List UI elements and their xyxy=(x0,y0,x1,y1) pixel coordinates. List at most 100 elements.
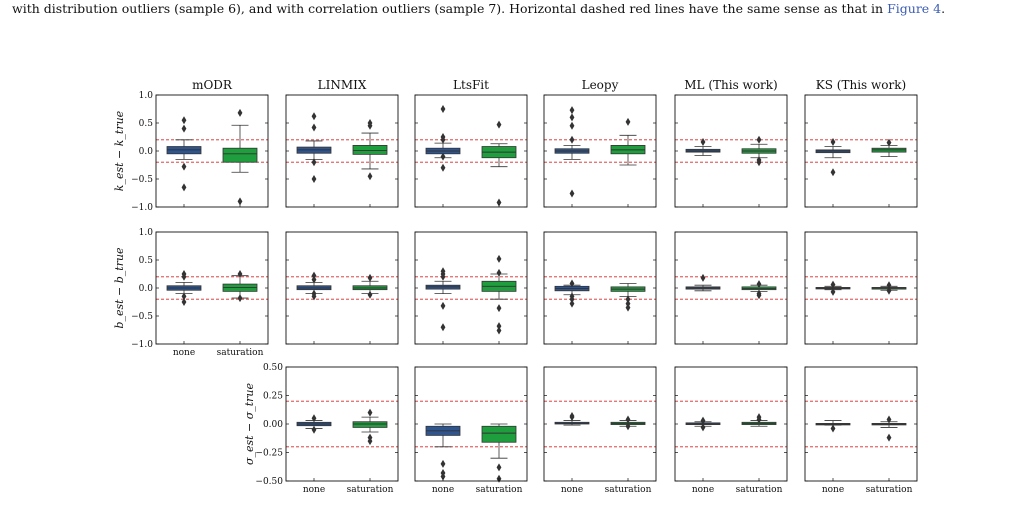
panel-r3-ltsfit-box-none-outlier xyxy=(440,472,446,481)
row3-ytick-label: 0.50 xyxy=(263,363,283,373)
panel-r1-linmix-box-saturation xyxy=(352,144,388,155)
panel-r3-leopy-box-saturation-outlier xyxy=(625,415,631,424)
panel-r1-ml-this-work-box-saturation-outlier xyxy=(756,158,762,167)
panel-r2-modr-xtick-label-saturation: saturation xyxy=(217,348,264,358)
row1-ytick-label: −0.5 xyxy=(131,175,153,185)
panel-r1-leopy-box-none-outlier xyxy=(569,113,575,122)
row3-ytick-label: −0.50 xyxy=(255,477,283,487)
panel-r2-linmix-box-saturation-outlier xyxy=(367,290,373,299)
panel-r1-ks-this-work-box-saturation-outlier xyxy=(886,138,892,147)
row2-ytick-label: 0.5 xyxy=(139,256,154,266)
panel-r1-ml-this-work-box-none-outlier xyxy=(700,138,706,147)
panel-r2-ltsfit-frame xyxy=(414,231,528,345)
caption-end: . xyxy=(941,1,946,16)
method-title-modr: mODR xyxy=(192,78,233,92)
panel-r3-leopy-frame xyxy=(543,366,657,482)
method-title-ml-this-work: ML (This work) xyxy=(684,78,777,92)
panel-r1-leopy-frame xyxy=(543,94,657,208)
panel-r1-modr-box-none-outlier xyxy=(181,116,187,125)
panel-r1-modr-box-none-outlier xyxy=(181,124,187,133)
panel-r3-ml-this-work-xtick-label-saturation: saturation xyxy=(736,485,783,495)
panel-r2-ltsfit-box-none-outlier xyxy=(440,301,446,310)
method-title-ks-this-work: KS (This work) xyxy=(816,78,906,92)
panel-r1-ml-this-work-box-saturation-outlier xyxy=(756,135,762,144)
panel-r1-leopy-box-none-outlier xyxy=(569,121,575,130)
row2-ylabel: b_est − b_true xyxy=(113,247,126,329)
panel-r1-modr-box-none-outlier xyxy=(181,183,187,192)
panel-r1-linmix-frame xyxy=(285,94,399,208)
panel-r2-modr-box-none-outlier xyxy=(181,272,187,281)
panel-r2-ltsfit-box-saturation-outlier xyxy=(496,304,502,313)
method-title-ltsfit: LtsFit xyxy=(453,78,489,92)
method-title-leopy: Leopy xyxy=(582,78,619,92)
row3-ytick-label: 0.25 xyxy=(263,392,283,402)
panel-r3-ks-this-work-xtick-label-none: none xyxy=(822,485,844,495)
panel-r3-linmix-xtick-label-saturation: saturation xyxy=(347,485,394,495)
panel-r1-ks-this-work-box-none-outlier xyxy=(830,168,836,177)
panel-r3-leopy-xtick-label-none: none xyxy=(561,485,583,495)
panel-r3-ml-this-work-xtick-label-none: none xyxy=(692,485,714,495)
panel-r3-ks-this-work-frame xyxy=(804,366,918,482)
panel-r1-modr-box-none-outlier xyxy=(181,162,187,171)
figure-reference-link[interactable]: Figure 4 xyxy=(887,1,942,16)
panel-r2-modr-box-saturation-outlier xyxy=(237,294,243,303)
panel-r2-ltsfit-box-none-outlier xyxy=(440,272,446,281)
panel-r3-ltsfit-xtick-label-none: none xyxy=(432,485,454,495)
panel-r1-modr-box-saturation xyxy=(222,147,258,163)
panel-r2-ks-this-work-box-saturation-outlier xyxy=(886,281,892,290)
panel-r3-ltsfit-box-none-outlier xyxy=(440,459,446,468)
row1-ytick-label: 0.5 xyxy=(139,119,154,129)
panel-r3-ltsfit-box-saturation-outlier xyxy=(496,463,502,472)
panel-r2-ltsfit-box-saturation-outlier xyxy=(496,326,502,335)
panel-r2-leopy-box-none-outlier xyxy=(569,295,575,304)
panel-r2-ks-this-work-box-none-outlier xyxy=(830,287,836,296)
panel-r2-ml-this-work-box-saturation-outlier xyxy=(756,291,762,300)
panel-r1-linmix-box-none-outlier xyxy=(311,158,317,167)
panel-r3-ml-this-work-box-none-outlier xyxy=(700,416,706,425)
panel-r2-modr-frame xyxy=(155,231,269,345)
panel-r2-linmix-box-none-outlier xyxy=(311,275,317,284)
panel-r1-leopy-box-saturation-outlier xyxy=(625,117,631,126)
panel-r1-ltsfit-box-none-outlier xyxy=(440,163,446,172)
panel-r2-leopy-box-saturation-outlier xyxy=(625,303,631,312)
panel-r2-linmix-box-saturation-outlier xyxy=(367,273,373,282)
row2-ytick-label: 0.0 xyxy=(139,284,154,294)
panel-r3-linmix-xtick-label-none: none xyxy=(303,485,325,495)
panel-r2-ml-this-work-frame xyxy=(674,231,788,345)
panel-r2-modr-box-saturation-outlier xyxy=(237,270,243,278)
panel-r1-ltsfit-box-saturation-outlier xyxy=(496,120,502,129)
panel-r3-ml-this-work-box-saturation-outlier xyxy=(756,415,762,424)
row1-ytick-label: 1.0 xyxy=(139,91,154,101)
panel-r1-modr-frame xyxy=(155,94,269,208)
panel-r3-linmix-box-saturation-outlier xyxy=(367,437,373,446)
panel-r3-linmix-box-saturation xyxy=(352,421,388,428)
panel-r1-linmix-box-saturation-outlier xyxy=(367,172,373,181)
method-title-linmix: LINMIX xyxy=(318,78,367,92)
panel-r3-ks-this-work-xtick-label-saturation: saturation xyxy=(866,485,913,495)
panel-r3-ltsfit-frame xyxy=(414,366,528,482)
panel-r2-modr-xtick-label-none: none xyxy=(173,348,195,358)
row2-ytick-label: 1.0 xyxy=(139,228,154,238)
panel-r2-ml-this-work-box-saturation-outlier xyxy=(756,280,762,289)
panel-r2-modr-box-none-outlier xyxy=(181,292,187,301)
panel-r2-ml-this-work-box-none-outlier xyxy=(700,273,706,282)
panel-r3-linmix-frame xyxy=(285,366,399,482)
panel-r2-ks-this-work-frame xyxy=(804,231,918,345)
panel-r1-linmix-box-saturation-outlier xyxy=(367,121,373,130)
panel-r2-linmix-box-none-outlier xyxy=(311,292,317,301)
panel-r1-linmix-box-none-outlier xyxy=(311,175,317,183)
row1-ylabel: k_est − k_true xyxy=(113,110,126,191)
panel-r1-ml-this-work-frame xyxy=(674,94,788,208)
panel-r3-leopy-xtick-label-saturation: saturation xyxy=(605,485,652,495)
row1-ytick-label: 0.0 xyxy=(139,147,154,157)
caption-text: with distribution outliers (sample 6), a… xyxy=(12,1,888,16)
panel-r2-leopy-box-none-outlier xyxy=(569,279,575,288)
panel-r2-modr-box-none-outlier xyxy=(181,298,187,306)
panel-r1-ltsfit-box-saturation-outlier xyxy=(496,198,502,207)
panel-r1-leopy-box-none-outlier xyxy=(569,135,575,144)
figure-caption: with distribution outliers (sample 6), a… xyxy=(12,0,1022,17)
panel-r2-ltsfit-box-saturation-outlier xyxy=(496,322,502,331)
panel-r1-ltsfit-box-none-outlier xyxy=(440,135,446,144)
panel-r3-ks-this-work-box-saturation-outlier xyxy=(886,415,892,424)
